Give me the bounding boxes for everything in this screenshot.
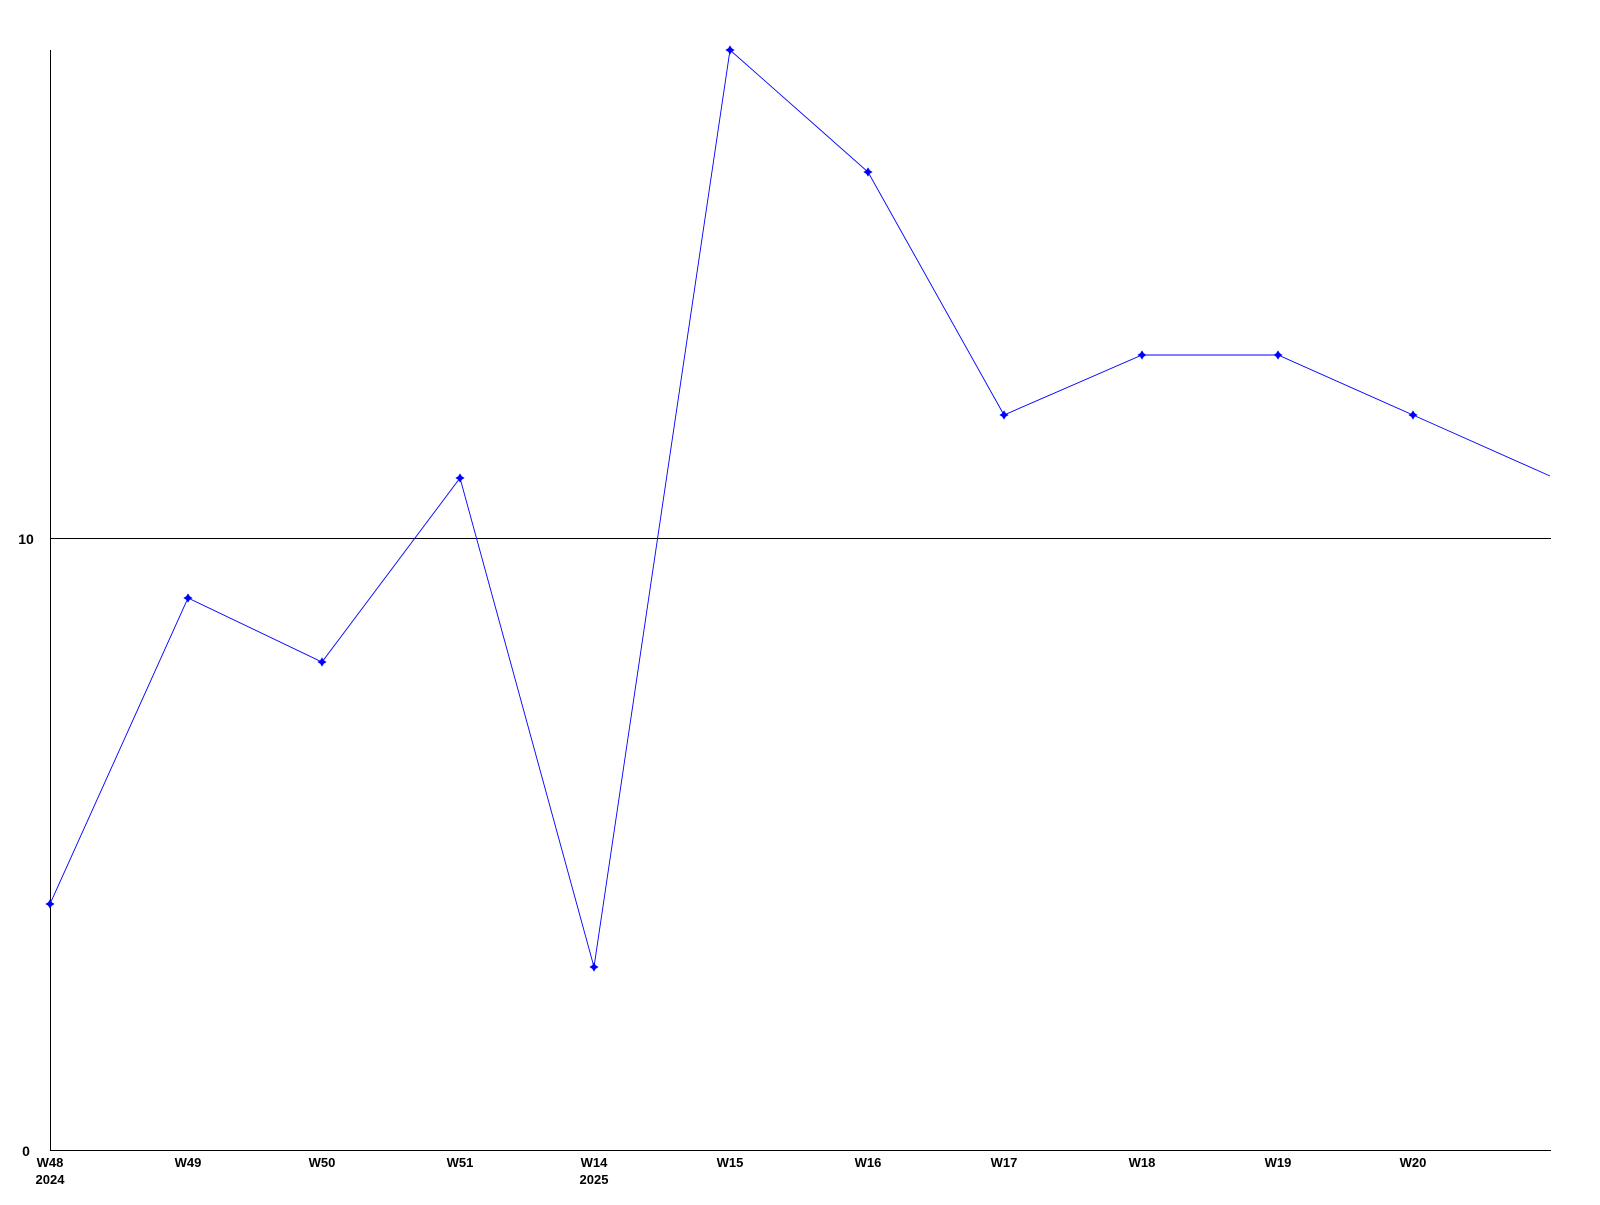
svg-text:W15: W15 xyxy=(717,1155,744,1170)
svg-text:10: 10 xyxy=(18,531,34,547)
svg-text:W50: W50 xyxy=(309,1155,336,1170)
svg-text:W17: W17 xyxy=(991,1155,1018,1170)
svg-text:2025: 2025 xyxy=(580,1172,609,1187)
svg-text:W48: W48 xyxy=(37,1155,64,1170)
svg-text:W14: W14 xyxy=(581,1155,609,1170)
svg-text:W18: W18 xyxy=(1129,1155,1156,1170)
svg-text:W16: W16 xyxy=(855,1155,882,1170)
svg-text:W20: W20 xyxy=(1400,1155,1427,1170)
svg-text:W51: W51 xyxy=(447,1155,474,1170)
svg-text:W19: W19 xyxy=(1265,1155,1292,1170)
svg-text:0: 0 xyxy=(22,1143,30,1159)
svg-text:2024: 2024 xyxy=(36,1172,66,1187)
svg-text:W49: W49 xyxy=(175,1155,202,1170)
